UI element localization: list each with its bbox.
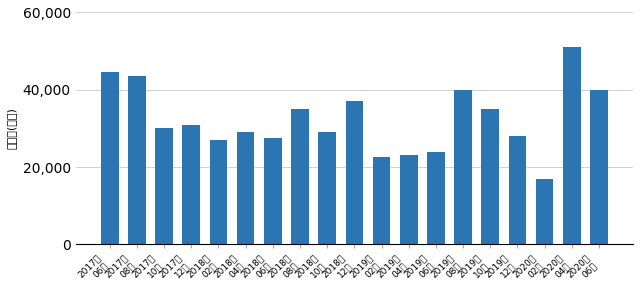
Y-axis label: 거래량(건수): 거래량(건수) bbox=[7, 107, 17, 149]
Bar bbox=[291, 109, 309, 244]
Bar bbox=[400, 156, 417, 244]
Bar bbox=[156, 128, 173, 244]
Bar bbox=[318, 132, 336, 244]
Bar bbox=[101, 72, 118, 244]
Bar bbox=[237, 132, 255, 244]
Bar bbox=[372, 157, 390, 244]
Bar bbox=[264, 138, 282, 244]
Bar bbox=[509, 136, 526, 244]
Bar bbox=[536, 179, 554, 244]
Bar bbox=[128, 76, 146, 244]
Bar bbox=[454, 90, 472, 244]
Bar bbox=[182, 125, 200, 244]
Bar bbox=[590, 90, 608, 244]
Bar bbox=[563, 47, 580, 244]
Bar bbox=[210, 140, 227, 244]
Bar bbox=[346, 101, 363, 244]
Bar bbox=[481, 109, 499, 244]
Bar bbox=[427, 152, 445, 244]
